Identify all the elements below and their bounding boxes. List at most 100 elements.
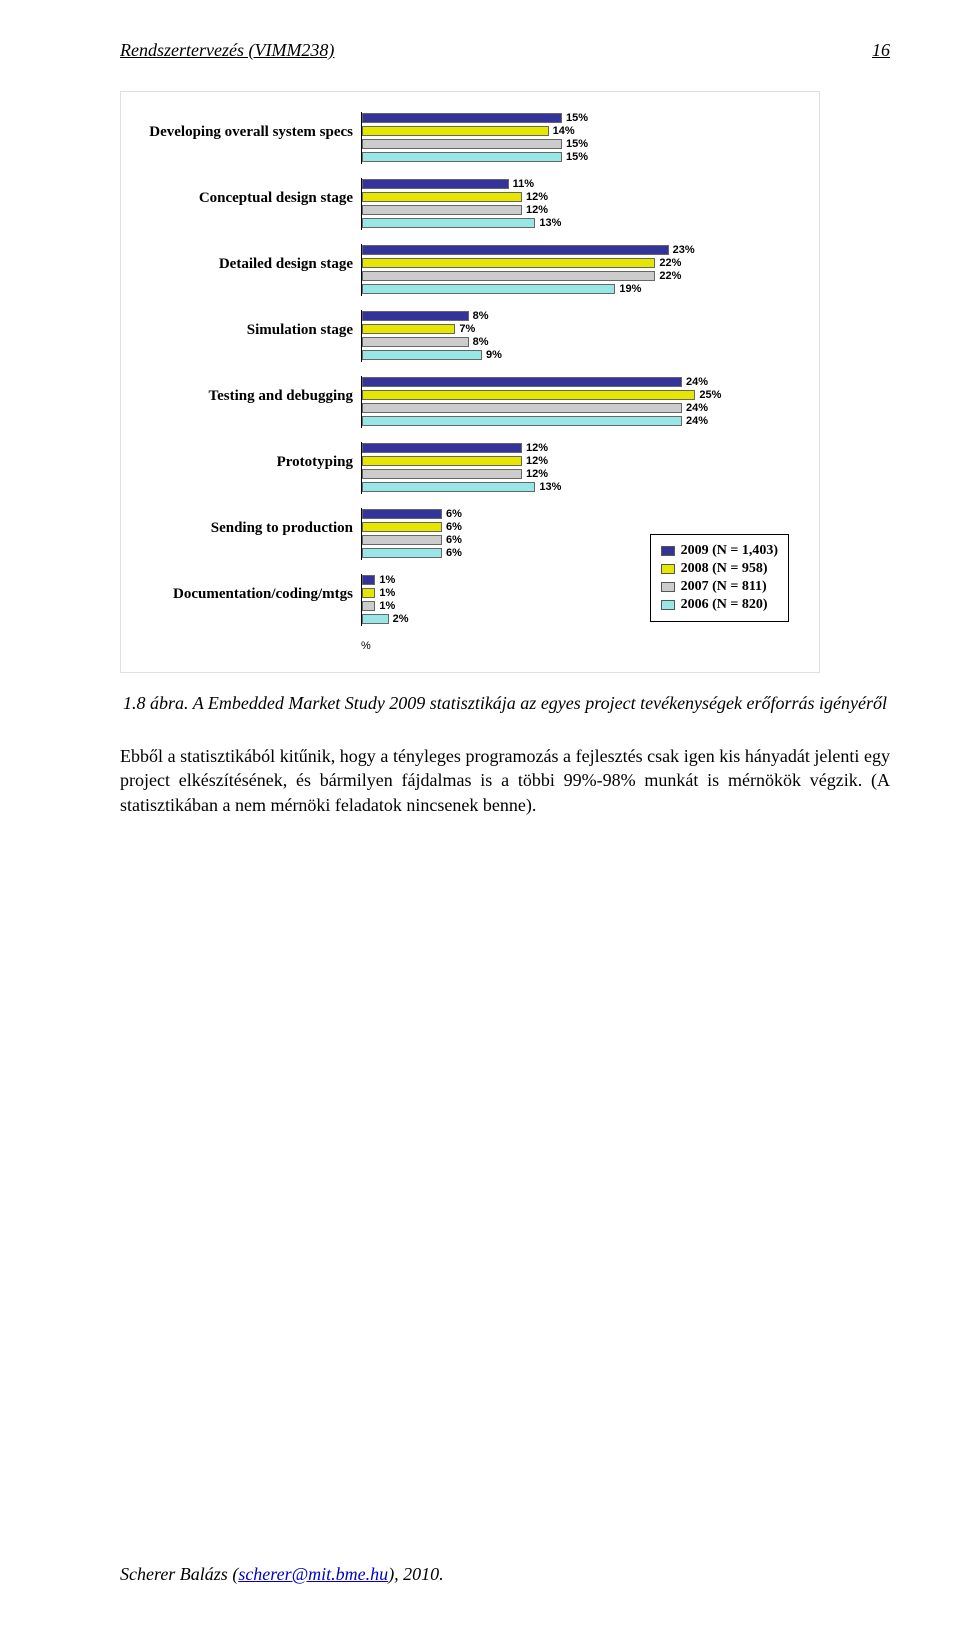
chart-bar-line: 8% <box>362 336 789 348</box>
chart-bar-value: 24% <box>686 416 708 427</box>
chart-bar <box>362 337 469 347</box>
chart-bar <box>362 548 442 558</box>
footer-email-link[interactable]: scherer@mit.bme.hu <box>238 1564 388 1584</box>
chart-bar-value: 11% <box>513 179 534 190</box>
chart-bar-group: 11%12%12%13% <box>361 178 789 230</box>
body-paragraph: Ebből a statisztikából kitűnik, hogy a t… <box>120 744 890 817</box>
chart-bar-line: 14% <box>362 125 789 137</box>
chart-bar-line: 6% <box>362 521 789 533</box>
chart-bar-value: 24% <box>686 377 708 388</box>
chart-bar-line: 7% <box>362 323 789 335</box>
chart-row: Simulation stage 8% 7% 8% 9% <box>131 310 789 362</box>
chart-category-label: Prototyping <box>131 442 361 471</box>
chart-bar-line: 22% <box>362 270 789 282</box>
chart-bar-value: 24% <box>686 403 708 414</box>
chart-bar <box>362 218 535 228</box>
chart-bar-value: 1% <box>379 575 395 586</box>
chart-bar-line: 12% <box>362 455 789 467</box>
chart-bar-value: 22% <box>659 258 681 269</box>
chart-bar-line: 19% <box>362 283 789 295</box>
chart-bar-value: 25% <box>699 390 721 401</box>
caption-prefix: 1.8 ábra. <box>123 693 189 713</box>
chart-bar-value: 19% <box>619 284 641 295</box>
chart-bar-value: 9% <box>486 350 502 361</box>
legend-swatch <box>661 564 675 574</box>
chart-row: Developing overall system specs15%14%15%… <box>131 112 789 164</box>
chart-bar-value: 23% <box>673 245 695 256</box>
chart-bar-value: 7% <box>459 324 475 335</box>
chart-bar <box>362 284 615 294</box>
chart-category-label: Documentation/coding/mtgs <box>131 574 361 603</box>
chart-bar-value: 12% <box>526 192 548 203</box>
legend-swatch <box>661 600 675 610</box>
chart-bar <box>362 482 535 492</box>
chart-bar-line: 12% <box>362 191 789 203</box>
chart-bar <box>362 113 562 123</box>
chart-bar <box>362 311 469 321</box>
chart-bar <box>362 126 549 136</box>
chart-bar-line: 22% <box>362 257 789 269</box>
resource-chart: Developing overall system specs15%14%15%… <box>120 91 820 673</box>
chart-bar-line: 9% <box>362 349 789 361</box>
footer-before: Scherer Balázs ( <box>120 1564 238 1584</box>
chart-bar-line: 23% <box>362 244 789 256</box>
chart-bar-value: 22% <box>659 271 681 282</box>
chart-bar-value: 15% <box>566 139 588 150</box>
legend-label: 2007 (N = 811) <box>681 579 767 595</box>
chart-bar <box>362 575 375 585</box>
chart-bar-line: 24% <box>362 415 789 427</box>
legend-label: 2009 (N = 1,403) <box>681 543 778 559</box>
chart-bar-value: 6% <box>446 548 462 559</box>
chart-bar <box>362 535 442 545</box>
chart-bar-value: 8% <box>473 311 489 322</box>
legend-swatch <box>661 582 675 592</box>
chart-bar <box>362 258 655 268</box>
chart-category-label: Sending to production <box>131 508 361 537</box>
chart-bar-line: 25% <box>362 389 789 401</box>
chart-bar-line: 15% <box>362 138 789 150</box>
legend-item: 2008 (N = 958) <box>661 561 778 577</box>
chart-bar-line: 8% <box>362 310 789 322</box>
chart-bar-line: 11% <box>362 178 789 190</box>
chart-bar-value: 13% <box>539 482 561 493</box>
chart-bar-group: 8% 7% 8% 9% <box>361 310 789 362</box>
chart-bar <box>362 403 682 413</box>
chart-bar-value: 15% <box>566 113 588 124</box>
chart-bar-group: 23% 22% 22% 19% <box>361 244 789 296</box>
chart-bar-value: 12% <box>526 469 548 480</box>
chart-bar-value: 1% <box>379 601 395 612</box>
chart-legend: 2009 (N = 1,403) 2008 (N = 958) 2007 (N = … <box>650 534 789 622</box>
chart-bar-value: 6% <box>446 522 462 533</box>
chart-bar-value: 14% <box>553 126 575 137</box>
footer-after: ), 2010. <box>388 1564 444 1584</box>
header-left: Rendszertervezés (VIMM238) <box>120 40 334 61</box>
chart-category-label: Conceptual design stage <box>131 178 361 207</box>
chart-bar-value: 6% <box>446 509 462 520</box>
chart-bar <box>362 152 562 162</box>
legend-label: 2008 (N = 958) <box>681 561 768 577</box>
chart-axis-tick: % <box>361 640 371 652</box>
chart-bar-value: 15% <box>566 152 588 163</box>
chart-bar <box>362 377 682 387</box>
chart-row: Prototyping12%12%12%13% <box>131 442 789 494</box>
legend-item: 2007 (N = 811) <box>661 579 778 595</box>
chart-bar-line: 15% <box>362 151 789 163</box>
page-footer: Scherer Balázs (scherer@mit.bme.hu), 201… <box>120 1564 444 1585</box>
chart-bar <box>362 179 509 189</box>
header-page-number: 16 <box>872 40 890 61</box>
chart-bar <box>362 522 442 532</box>
page-header: Rendszertervezés (VIMM238) 16 <box>120 40 890 61</box>
chart-bar <box>362 469 522 479</box>
chart-bar-line: 24% <box>362 376 789 388</box>
chart-row: Testing and debugging24%25%24%24% <box>131 376 789 428</box>
chart-bar-line: 13% <box>362 217 789 229</box>
chart-category-label: Simulation stage <box>131 310 361 339</box>
chart-category-label: Detailed design stage <box>131 244 361 273</box>
chart-bar <box>362 271 655 281</box>
chart-bar-value: 8% <box>473 337 489 348</box>
chart-bar-value: 1% <box>379 588 395 599</box>
chart-row: Detailed design stage 23% 22% 22% 19% <box>131 244 789 296</box>
chart-bar <box>362 192 522 202</box>
chart-bar-group: 24% 25% 24% 24% <box>361 376 789 428</box>
chart-bar <box>362 139 562 149</box>
